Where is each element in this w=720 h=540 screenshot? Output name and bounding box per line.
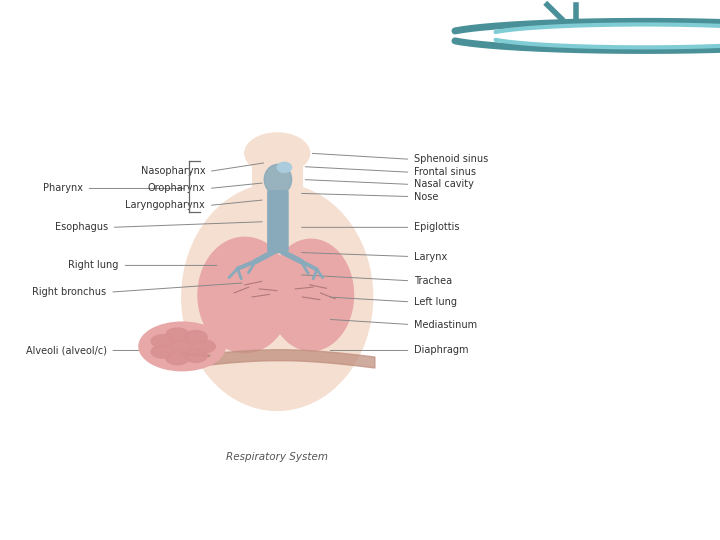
Ellipse shape xyxy=(198,237,292,353)
Circle shape xyxy=(166,352,189,365)
Text: Diaphragm: Diaphragm xyxy=(414,346,469,355)
Circle shape xyxy=(166,328,189,341)
Text: Nose: Nose xyxy=(414,192,438,201)
Circle shape xyxy=(184,330,207,343)
Text: Right lung: Right lung xyxy=(68,260,119,271)
Text: Sphenoid sinus: Sphenoid sinus xyxy=(414,154,488,164)
Ellipse shape xyxy=(264,164,292,195)
Ellipse shape xyxy=(245,133,310,173)
Circle shape xyxy=(184,349,207,362)
Text: Nasopharynx: Nasopharynx xyxy=(140,166,205,177)
Text: Respiratory System: Respiratory System xyxy=(87,36,489,70)
Text: Esophagus: Esophagus xyxy=(55,222,108,232)
Ellipse shape xyxy=(181,184,373,410)
Circle shape xyxy=(139,322,225,371)
Text: Copyright © 2007 by Thomson Delmar Learning. ALL RIGHTS RESERVED.: Copyright © 2007 by Thomson Delmar Learn… xyxy=(13,512,444,525)
Text: Pharynx: Pharynx xyxy=(42,184,83,193)
Text: Respiratory System: Respiratory System xyxy=(226,452,328,462)
Circle shape xyxy=(192,340,215,353)
Text: Nasal cavity: Nasal cavity xyxy=(414,179,474,190)
Text: Right bronchus: Right bronchus xyxy=(32,287,107,297)
Text: Oropharynx: Oropharynx xyxy=(148,184,205,193)
Text: 40: 40 xyxy=(687,512,702,525)
Text: Laryngopharynx: Laryngopharynx xyxy=(125,200,205,211)
Circle shape xyxy=(172,341,192,352)
Text: Alveoli (alveol/c): Alveoli (alveol/c) xyxy=(25,346,107,355)
Text: Left lung: Left lung xyxy=(414,297,457,307)
FancyBboxPatch shape xyxy=(267,190,289,252)
Circle shape xyxy=(151,345,174,358)
Text: Frontal sinus: Frontal sinus xyxy=(414,167,476,177)
FancyBboxPatch shape xyxy=(252,164,303,213)
Ellipse shape xyxy=(269,239,354,350)
Ellipse shape xyxy=(277,163,292,172)
Text: Larynx: Larynx xyxy=(414,252,447,261)
Text: Trachea: Trachea xyxy=(414,276,452,286)
Text: Epiglottis: Epiglottis xyxy=(414,222,459,232)
Circle shape xyxy=(151,335,174,348)
Text: Mediastinum: Mediastinum xyxy=(414,320,477,329)
